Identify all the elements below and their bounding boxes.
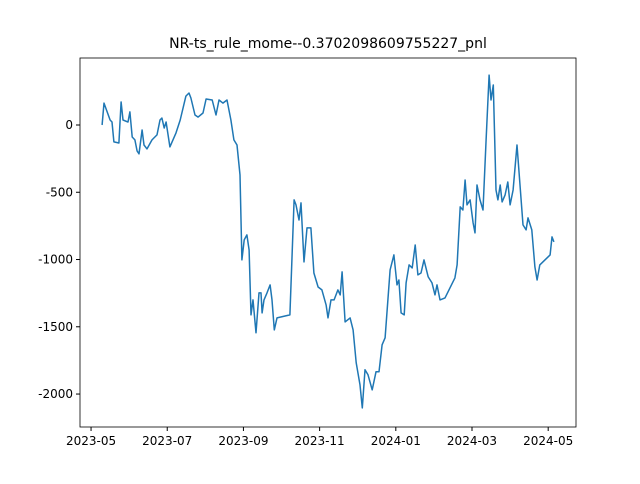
chart-title: NR-ts_rule_mome--0.3702098609755227_pnl <box>169 36 487 52</box>
y-tick-label: -500 <box>46 185 73 199</box>
line <box>101 74 555 409</box>
x-tick-label: 2023-11 <box>295 434 345 448</box>
y-tick-label: -1500 <box>38 320 73 334</box>
y-tick-label: -1000 <box>38 253 73 267</box>
x-tick-label: 2024-05 <box>523 434 573 448</box>
x-tick-label: 2023-07 <box>142 434 192 448</box>
x-tick-label: 2024-03 <box>447 434 497 448</box>
y-tick-label: 0 <box>65 118 73 132</box>
x-tick-label: 2024-01 <box>371 434 421 448</box>
x-tick-label: 2023-09 <box>218 434 268 448</box>
x-tick-label: 2023-05 <box>66 434 116 448</box>
y-tick-label: -2000 <box>38 387 73 401</box>
plot-frame <box>79 57 577 428</box>
